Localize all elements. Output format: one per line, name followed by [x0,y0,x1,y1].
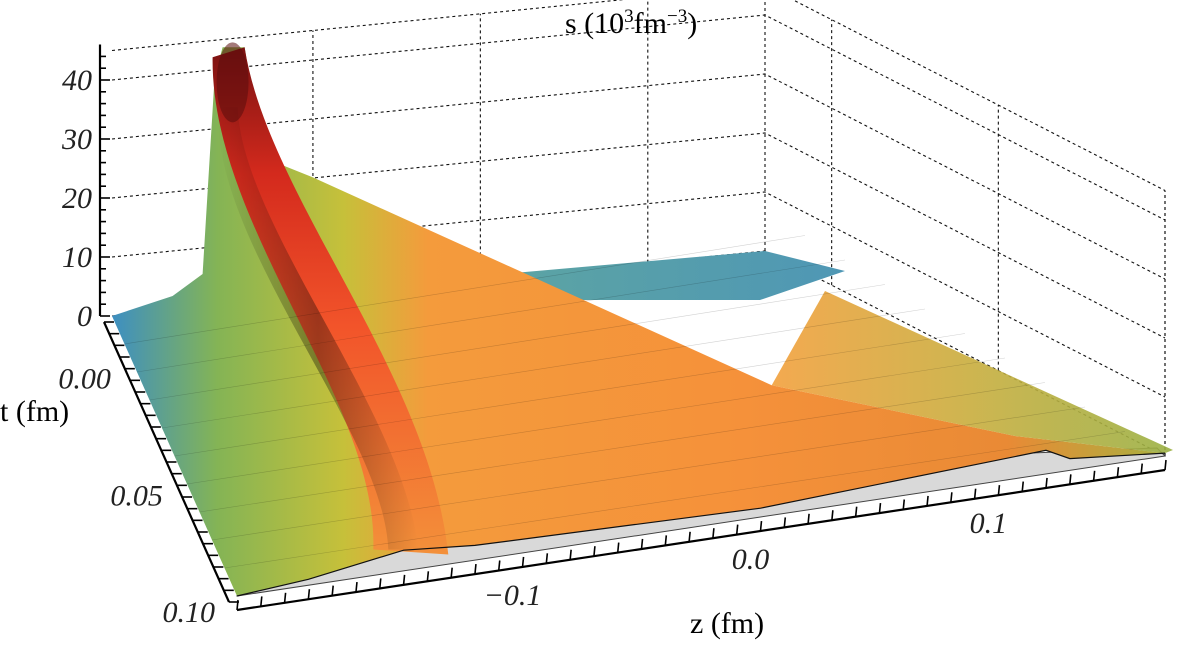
z-axis-tick [474,564,477,575]
surface-front-edge [236,449,1166,597]
z-axis-tick [807,513,810,524]
vertical-tick-label: 20 [62,182,92,215]
vertical-tick-label: 40 [62,64,92,97]
z-axis-tick [545,553,549,564]
z-axis-tick [664,535,668,546]
t-tick-label: 0.05 [110,479,163,512]
surface-ridge-shade [217,107,419,550]
z-axis-tick [1021,481,1025,492]
z-axis-label: z (fm) [690,607,764,640]
z-axis-tick [688,531,691,542]
z-axis-tick [521,556,525,568]
mesh-line [199,382,1046,513]
vertical-tick-label: 10 [62,241,92,274]
z-axis-tick [759,520,763,532]
z-axis-tick [854,506,858,517]
z-axis-tick [378,578,382,589]
z-axis-tick [1092,470,1096,481]
z-axis-tick [926,495,929,506]
z-axis-tick [973,488,977,499]
vertical-axis-label: s (103fm−3) [565,6,697,40]
t-tick-label: 0.10 [163,596,216,629]
z-axis-tick [497,560,501,571]
z-axis-tick [831,510,834,521]
z-axis-line [236,468,1166,612]
mesh-line [161,308,926,429]
z-axis-tick [236,599,239,611]
surface-right-wedge [771,291,1173,454]
z-axis-tick [616,542,620,553]
z-axis-tick [307,589,311,600]
z-tick-label: 0.1 [970,507,1008,540]
z-axis-tick [283,592,287,603]
vertical-tick-label: 0 [77,300,92,333]
t-axis: 0.00 0.05 0.10 [58,321,239,629]
surface-mesh [112,42,1173,597]
mesh-line [149,284,886,401]
z-axis-tick [1045,477,1048,489]
vertical-axis: 0 10 20 30 40 [61,44,110,333]
z-axis-tick [878,502,882,514]
t-axis-label: t (fm) [0,395,69,428]
z-axis-tick [640,538,644,550]
surface-ridge [212,47,449,555]
z-axis-tick [259,596,263,607]
mesh-line [186,357,1006,485]
box-edge [111,0,1166,191]
z-axis-tick [355,581,358,593]
mesh-line [224,431,1126,569]
z-axis-tick [712,528,715,539]
z-axis-tick [1140,463,1144,474]
t-tick-label: 0.00 [58,363,111,396]
z-axis-tick [593,546,596,557]
z-axis-tick [783,517,787,528]
z-axis-tick [902,499,906,510]
z-axis-tick [735,524,739,535]
grid-line [111,73,1166,280]
surface-peak [216,42,249,123]
z-axis: −0.1 0.0 0.1 [236,459,1167,612]
grid-line [111,132,1166,339]
z-axis-tick [997,485,1001,496]
z-axis-tick [331,585,334,596]
z-axis-tick [402,574,406,585]
z-axis-tick [1069,474,1072,485]
mesh-line [136,259,846,373]
z-tick-label: 0.0 [732,543,770,576]
z-axis-tick [450,567,453,578]
z-axis-tick [1116,467,1120,478]
grid-line [111,14,1166,221]
vertical-tick-label: 30 [61,123,92,156]
z-axis-tick [426,571,430,582]
z-tick-label: −0.1 [484,579,542,612]
mesh-line [211,406,1086,541]
mesh-line [124,235,806,345]
z-axis-tick [1164,459,1167,471]
z-axis-tick [950,492,953,503]
z-axis-tick [569,549,572,560]
mesh-line [174,333,966,457]
